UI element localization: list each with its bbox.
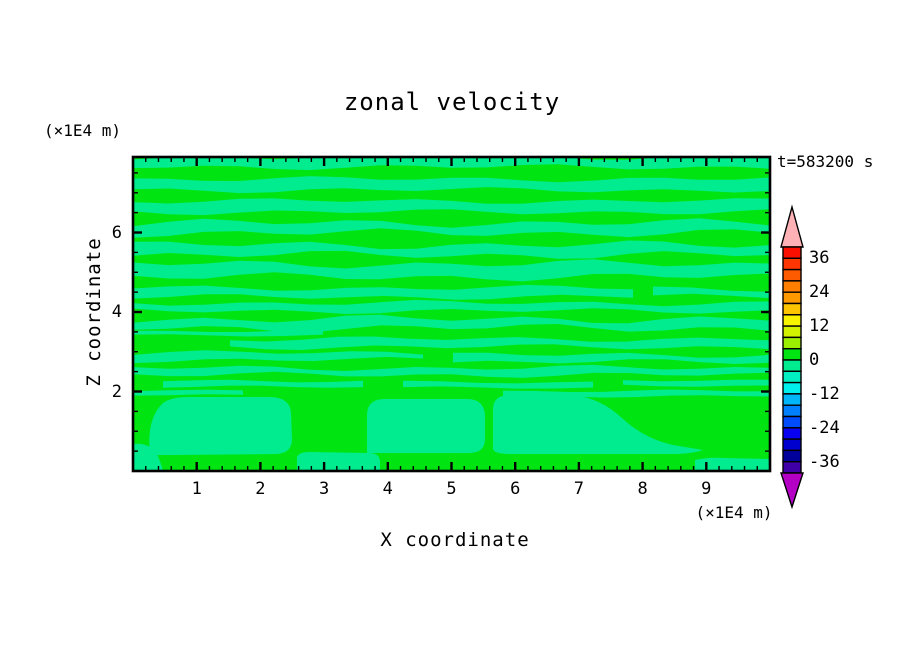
colorbar-segment xyxy=(782,246,802,260)
colorbar-segment xyxy=(782,325,802,339)
colorbar-tick-label: 24 xyxy=(809,282,830,303)
field-negative-band-stripe xyxy=(133,176,770,194)
colorbar-segment xyxy=(782,359,802,373)
field-negative-band-stripe xyxy=(653,286,770,299)
x-tick-label: 2 xyxy=(255,479,266,499)
field-negative-band-stripe xyxy=(623,379,770,387)
field-negative-band-stripe xyxy=(133,218,770,238)
colorbar-segment xyxy=(782,415,802,429)
y-tick-label: 2 xyxy=(111,381,122,402)
colorbar-segment xyxy=(782,393,802,406)
colorbar-tick-label: 12 xyxy=(809,316,830,337)
colorbar-tick-label: 36 xyxy=(809,248,830,269)
y-axis-units-label: (×1E4 m) xyxy=(44,121,122,140)
colorbar-segment xyxy=(782,461,802,474)
x-axis-units-label: (×1E4 m) xyxy=(695,503,773,522)
field-negative-band-stripe xyxy=(133,284,633,300)
plot-frame-and-ticks xyxy=(131,155,772,473)
x-tick-label: 4 xyxy=(382,479,393,499)
colorbar-segment xyxy=(782,449,802,463)
y-axis-label: Z coordinate xyxy=(83,237,105,387)
field-negative-band-blob xyxy=(149,397,292,455)
field-negative-band-stripe xyxy=(133,350,423,364)
colorbar-tick-label: -24 xyxy=(809,417,840,438)
field-negative-band-stripe xyxy=(133,314,770,333)
colorbar-segment xyxy=(782,438,802,452)
field-negative-band-blob xyxy=(367,399,485,453)
colorbar-segment xyxy=(782,381,802,395)
field-negative-band-blob xyxy=(493,395,703,454)
x-tick-label: 3 xyxy=(318,479,330,499)
field-negative-band-blob xyxy=(297,452,380,471)
colorbar-tick-label: 0 xyxy=(809,350,820,370)
colorbar-segment xyxy=(782,336,802,350)
field-negative-band-stripe xyxy=(133,299,770,314)
field-negative-band-stripe xyxy=(133,329,323,337)
colorbar-segment xyxy=(782,257,802,271)
y-tick-label: 6 xyxy=(111,222,122,243)
field-negative-band-stripe xyxy=(163,379,363,388)
field-negative-band-stripe xyxy=(133,240,770,259)
colorbar-segment xyxy=(782,302,802,316)
field-negative-band-stripe xyxy=(133,389,243,396)
field-negative-band-blob xyxy=(133,443,163,471)
colorbar-segment xyxy=(782,427,802,440)
x-axis-label: X coordinate xyxy=(380,529,530,551)
field-negative-band-stripe xyxy=(133,198,770,216)
field-negative-band-stripe xyxy=(230,336,770,350)
field-negative-band-stripe xyxy=(133,364,770,378)
colorbar-segment xyxy=(782,314,802,327)
colorbar-tick-label: -36 xyxy=(809,451,840,472)
colorbar-segment xyxy=(782,404,802,418)
colorbar-tick-label: -12 xyxy=(809,383,840,404)
contour-field xyxy=(133,157,770,471)
colorbar-segment xyxy=(782,280,802,293)
x-tick-label: 1 xyxy=(191,479,202,499)
x-tick-label: 8 xyxy=(637,479,648,499)
x-tick-label: 5 xyxy=(446,479,457,499)
field-negative-band-blob xyxy=(695,457,770,471)
y-tick-label: 4 xyxy=(111,302,122,322)
field-negative-band-stripe xyxy=(403,380,593,389)
field-negative-band-stripe xyxy=(453,352,770,364)
colorbar-segment xyxy=(782,268,802,282)
colorbar-over-arrow xyxy=(780,204,804,248)
x-tick-label: 6 xyxy=(510,479,521,499)
colorbar-segment xyxy=(782,291,802,305)
colorbar-under-arrow xyxy=(780,472,804,510)
x-tick-label: 9 xyxy=(701,479,712,499)
field-negative-band-stripe xyxy=(133,259,770,282)
plot-title: zonal velocity xyxy=(343,88,561,116)
time-annotation: t=583200 s xyxy=(777,152,874,171)
colorbar-segment xyxy=(782,370,802,384)
colorbar xyxy=(780,204,804,510)
colorbar-segment xyxy=(782,348,802,361)
x-tick-label: 7 xyxy=(573,479,585,499)
